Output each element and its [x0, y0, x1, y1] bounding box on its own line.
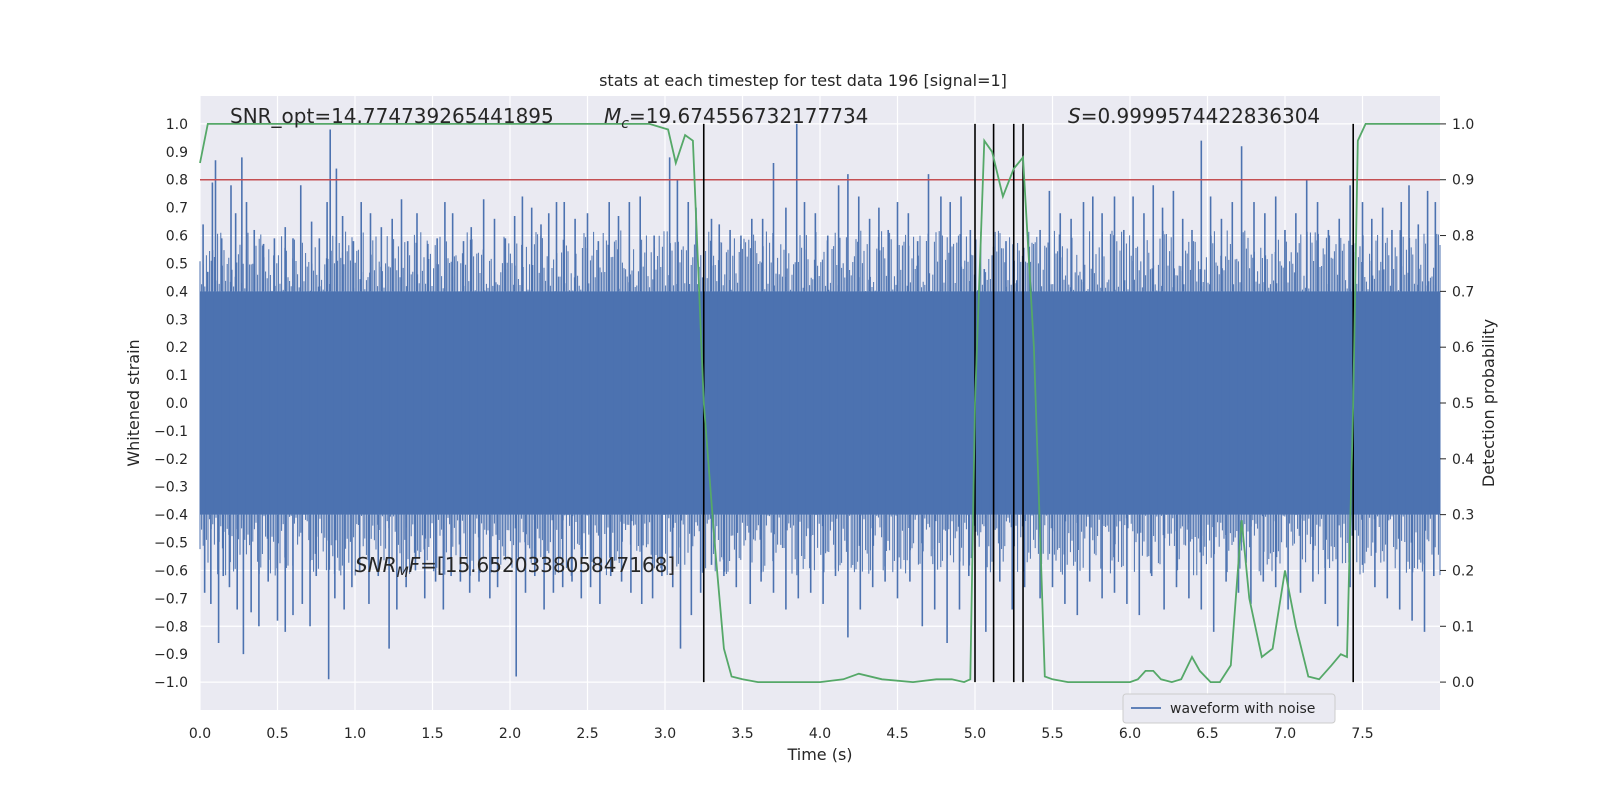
probability-line — [199, 123, 1440, 684]
y-tick-label: 0.7 — [166, 201, 188, 217]
waveform-series — [199, 123, 1441, 680]
y-tick-label: 0.3 — [166, 312, 188, 328]
x-tick-label: 2.0 — [499, 726, 521, 742]
y-tick-label: −0.1 — [154, 424, 188, 440]
y-tick-label: −0.7 — [154, 591, 188, 607]
x-tick-label: 4.5 — [886, 726, 908, 742]
x-tick-label: 3.5 — [731, 726, 753, 742]
y-axis-right-label: Detection probability — [1479, 319, 1498, 487]
x-tick-label: 2.5 — [576, 726, 598, 742]
legend: waveform with noise — [1122, 693, 1336, 724]
y-tick-label: 0.8 — [166, 173, 188, 189]
legend-label: waveform with noise — [1170, 701, 1315, 717]
chart-title: stats at each timestep for test data 196… — [599, 71, 1007, 90]
mc-value: =19.674556732177734 — [629, 104, 868, 128]
s-symbol: S — [1068, 104, 1081, 128]
y-tick-label: 0.2 — [166, 340, 188, 356]
snrmf-value: =[15.652033805847168] — [420, 553, 675, 577]
x-tick-label: 5.0 — [964, 726, 986, 742]
y-right-tick-label: 0.9 — [1452, 173, 1474, 189]
y-tick-label: −0.2 — [154, 452, 188, 468]
mc-symbol: M — [604, 104, 621, 128]
s-value: =0.9999574422836304 — [1081, 104, 1320, 128]
x-tick-label: 6.5 — [1196, 726, 1218, 742]
y-right-tick-label: 0.2 — [1452, 563, 1474, 579]
snrmf-subscript: M — [397, 565, 409, 581]
x-tick-label: 7.5 — [1351, 726, 1373, 742]
waveform-noise — [199, 230, 1441, 576]
annotation-snr-mf: SNRMF=[15.652033805847168] — [355, 553, 675, 581]
y-right-tick-label: 0.1 — [1452, 619, 1474, 635]
x-tick-label: 7.0 — [1274, 726, 1296, 742]
snrmf-symbol: SNR — [355, 553, 397, 577]
annotation-snr-opt: SNR_opt=14.774739265441895 — [230, 104, 554, 128]
y-tick-label: 0.6 — [166, 229, 188, 245]
x-tick-label: 1.0 — [344, 726, 366, 742]
x-tick-label: 0.5 — [266, 726, 288, 742]
y-tick-label: −0.3 — [154, 480, 188, 496]
x-tick-label: 1.5 — [421, 726, 443, 742]
y-right-tick-label: 0.0 — [1452, 675, 1474, 691]
y-tick-label: −0.6 — [154, 563, 188, 579]
y-tick-label: −0.5 — [154, 536, 188, 552]
y-right-tick-label: 1.0 — [1452, 117, 1474, 133]
snrmf-f: F — [409, 553, 421, 577]
y-right-tick-label: 0.7 — [1452, 284, 1474, 300]
x-tick-label: 6.0 — [1119, 726, 1141, 742]
legend-box — [1122, 693, 1336, 724]
x-tick-label: 4.0 — [809, 726, 831, 742]
y-right-tick-label: 0.6 — [1452, 340, 1474, 356]
y-right-tick-label: 0.8 — [1452, 229, 1474, 245]
y-right-tick-label: 0.4 — [1452, 452, 1474, 468]
y-tick-label: 0.5 — [166, 256, 188, 272]
mc-subscript: c — [621, 116, 629, 132]
y-tick-label: −0.8 — [154, 619, 188, 635]
x-axis-label: Time (s) — [786, 745, 852, 764]
x-tick-label: 5.5 — [1041, 726, 1063, 742]
annotation-chirp-mass: Mc=19.674556732177734 — [604, 104, 868, 132]
probability-series — [199, 123, 1440, 684]
y-tick-label: 1.0 — [166, 117, 188, 133]
y-tick-label: 0.0 — [166, 396, 188, 412]
y-tick-label: 0.9 — [166, 145, 188, 161]
y-axis-label: Whitened strain — [124, 339, 143, 466]
x-tick-label: 0.0 — [189, 726, 211, 742]
x-tick-label: 3.0 — [654, 726, 676, 742]
y-right-tick-label: 0.3 — [1452, 508, 1474, 524]
annotation-score: S=0.9999574422836304 — [1068, 104, 1320, 128]
y-tick-label: 0.1 — [166, 368, 188, 384]
y-tick-label: −0.4 — [154, 508, 188, 524]
axis-ticks: 0.0 0.5 1.0 1.5 2.0 2.5 3.0 3.5 4.0 4.5 5.0 5.5 6.0 6… — [154, 117, 1474, 742]
y-tick-label: −0.9 — [154, 647, 188, 663]
y-tick-label: 0.4 — [166, 284, 188, 300]
y-right-tick-label: 0.5 — [1452, 396, 1474, 412]
y-tick-label: −1.0 — [154, 675, 188, 691]
